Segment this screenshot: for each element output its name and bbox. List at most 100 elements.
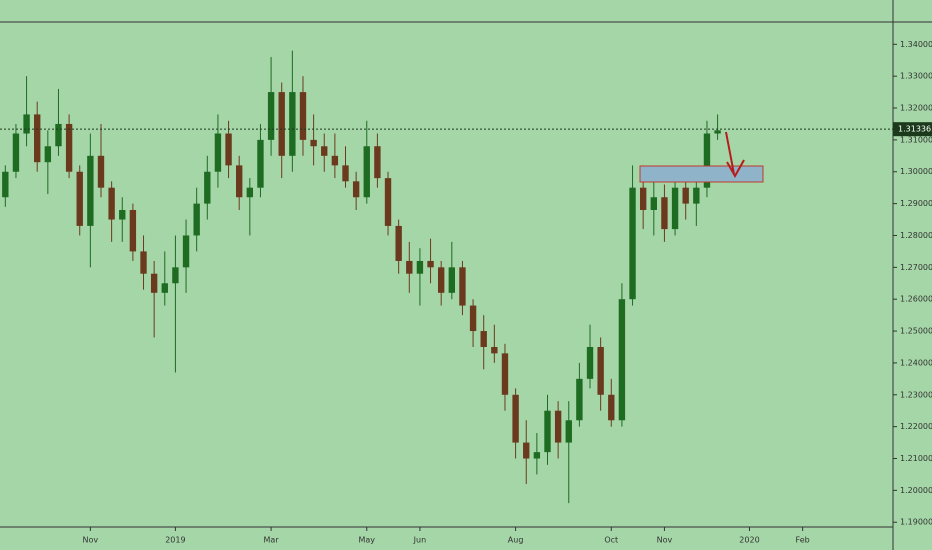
candle-body [257,139,264,188]
y-tick-label: 1.29000 [900,199,932,208]
candle-body [246,187,254,198]
candle-body [459,267,466,306]
x-tick-label: 2019 [165,536,185,545]
candle-body [639,187,647,210]
candle-body [129,209,137,252]
y-tick-label: 1.27000 [900,263,932,272]
candle-body [671,187,679,230]
candle-body [278,92,285,156]
candle-body [565,420,572,443]
candle-body [2,171,9,198]
x-tick-label: May [358,536,375,545]
candle-body [342,165,349,182]
candle-body [544,410,551,453]
candle-body [236,165,243,198]
candle-body [661,197,668,230]
candle-body [406,260,413,274]
candle-body [204,171,211,204]
x-tick-label: 2020 [739,536,759,545]
last-price-label: 1.31336 [898,125,931,134]
candle-body [267,92,275,140]
candle-body [533,452,541,459]
resistance-zone [639,165,764,183]
x-tick-label: Nov [83,536,99,545]
candle-body [12,133,20,172]
candle-body [650,197,657,210]
x-tick-label: Feb [796,536,810,545]
candle-body [289,92,296,156]
candle-body [44,146,52,163]
candle-body [23,114,30,134]
last-price-box [893,122,932,137]
candle-body [501,353,509,395]
candle-body [65,123,73,172]
annotation [639,131,764,183]
candle-body [363,146,370,198]
y-tick-label: 1.33000 [900,72,932,81]
candle-body [55,123,62,147]
x-tick-label: Nov [657,536,673,545]
candle-body [586,346,594,379]
y-tick-label: 1.20000 [900,486,932,495]
candle-body [554,410,562,443]
candle-body [437,267,445,293]
candle-body [140,251,147,274]
y-tick-label: 1.28000 [900,231,932,240]
y-tick-label: 1.23000 [900,390,932,399]
y-tick-label: 1.24000 [900,358,932,367]
y-tick-label: 1.34000 [900,40,932,49]
candle-body [150,273,158,293]
y-tick-label: 1.22000 [900,422,932,431]
candle-body [682,187,689,204]
candle-body [161,283,168,293]
candle-body [395,225,402,261]
y-tick-label: 1.25000 [900,327,932,336]
candle-body [618,299,626,421]
candle-body [714,130,721,134]
y-tick-label: 1.32000 [900,104,932,113]
candle-body [225,133,232,166]
candle-body [693,187,700,204]
candle-body [523,442,530,459]
candle-body [172,267,179,284]
candle-body [321,146,328,156]
candle-body [97,155,105,188]
candle-body [193,203,200,236]
y-tick-label: 1.31000 [900,135,932,144]
x-tick-label: Jun [413,536,427,545]
candle-body [352,181,360,198]
candle-body [87,155,94,226]
candle-body [374,146,381,179]
candle-body [331,155,339,166]
candle-body [703,133,711,188]
candle-body [119,209,126,220]
candle-body [512,394,519,443]
x-tick-label: Aug [508,536,524,545]
candle-body [597,346,604,395]
candle-body [76,171,83,226]
candle-body [34,114,41,163]
candle-body [310,139,317,147]
x-tick-label: Mar [264,536,280,545]
candle-body [608,394,615,421]
y-tick-label: 1.21000 [900,454,932,463]
candle-body [491,346,498,354]
candle-body [214,133,222,172]
y-tick-label: 1.30000 [900,167,932,176]
candle-body [427,260,434,268]
candle-body [629,187,636,300]
x-tick-label: Oct [604,536,618,545]
candle-body [182,235,190,268]
y-tick-label: 1.26000 [900,295,932,304]
candle-body [384,178,392,226]
candle-body [448,267,456,293]
y-tick-label: 1.19000 [900,518,932,527]
arrow [725,131,745,179]
candle-body [416,260,424,274]
candle-body [469,305,477,332]
candle-body [576,378,583,421]
candle-body [299,92,307,140]
candle-body [480,331,487,347]
